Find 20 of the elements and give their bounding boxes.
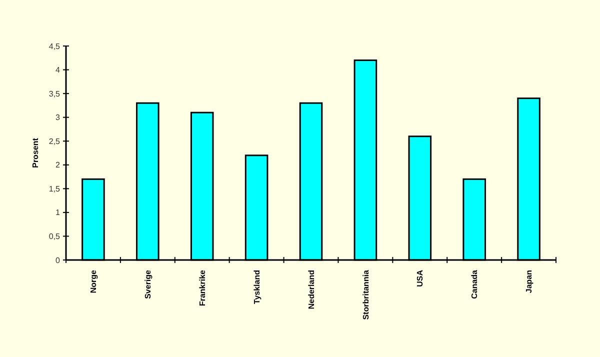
x-tick-label: Storbritannia — [361, 269, 370, 320]
x-tick-label: USA — [416, 270, 425, 287]
y-tick-label: 0 — [56, 256, 61, 265]
x-tick-label: Canada — [470, 269, 480, 299]
y-axis-title: Prosent — [31, 138, 40, 168]
x-tick-label: Norge — [89, 269, 98, 294]
x-tick-label: Sverige — [143, 269, 152, 299]
y-tick-label: 3,5 — [48, 89, 61, 98]
x-tick-label: Tyskland — [252, 270, 262, 304]
y-tick-label: 1,5 — [48, 184, 61, 194]
x-tick-label: Japan — [524, 270, 534, 294]
y-tick-label: 0,5 — [48, 232, 61, 242]
y-tick-label: 3 — [56, 113, 61, 122]
y-tick-label: 4,5 — [48, 42, 61, 51]
y-tick-label: 2 — [56, 160, 61, 170]
y-tick-label: 2,5 — [48, 136, 61, 146]
x-tick-label: Nederland — [306, 270, 316, 310]
x-tick-label: Frankrike — [198, 269, 207, 306]
y-tick-label: 4 — [56, 66, 61, 75]
y-tick-label: 1 — [56, 208, 61, 218]
